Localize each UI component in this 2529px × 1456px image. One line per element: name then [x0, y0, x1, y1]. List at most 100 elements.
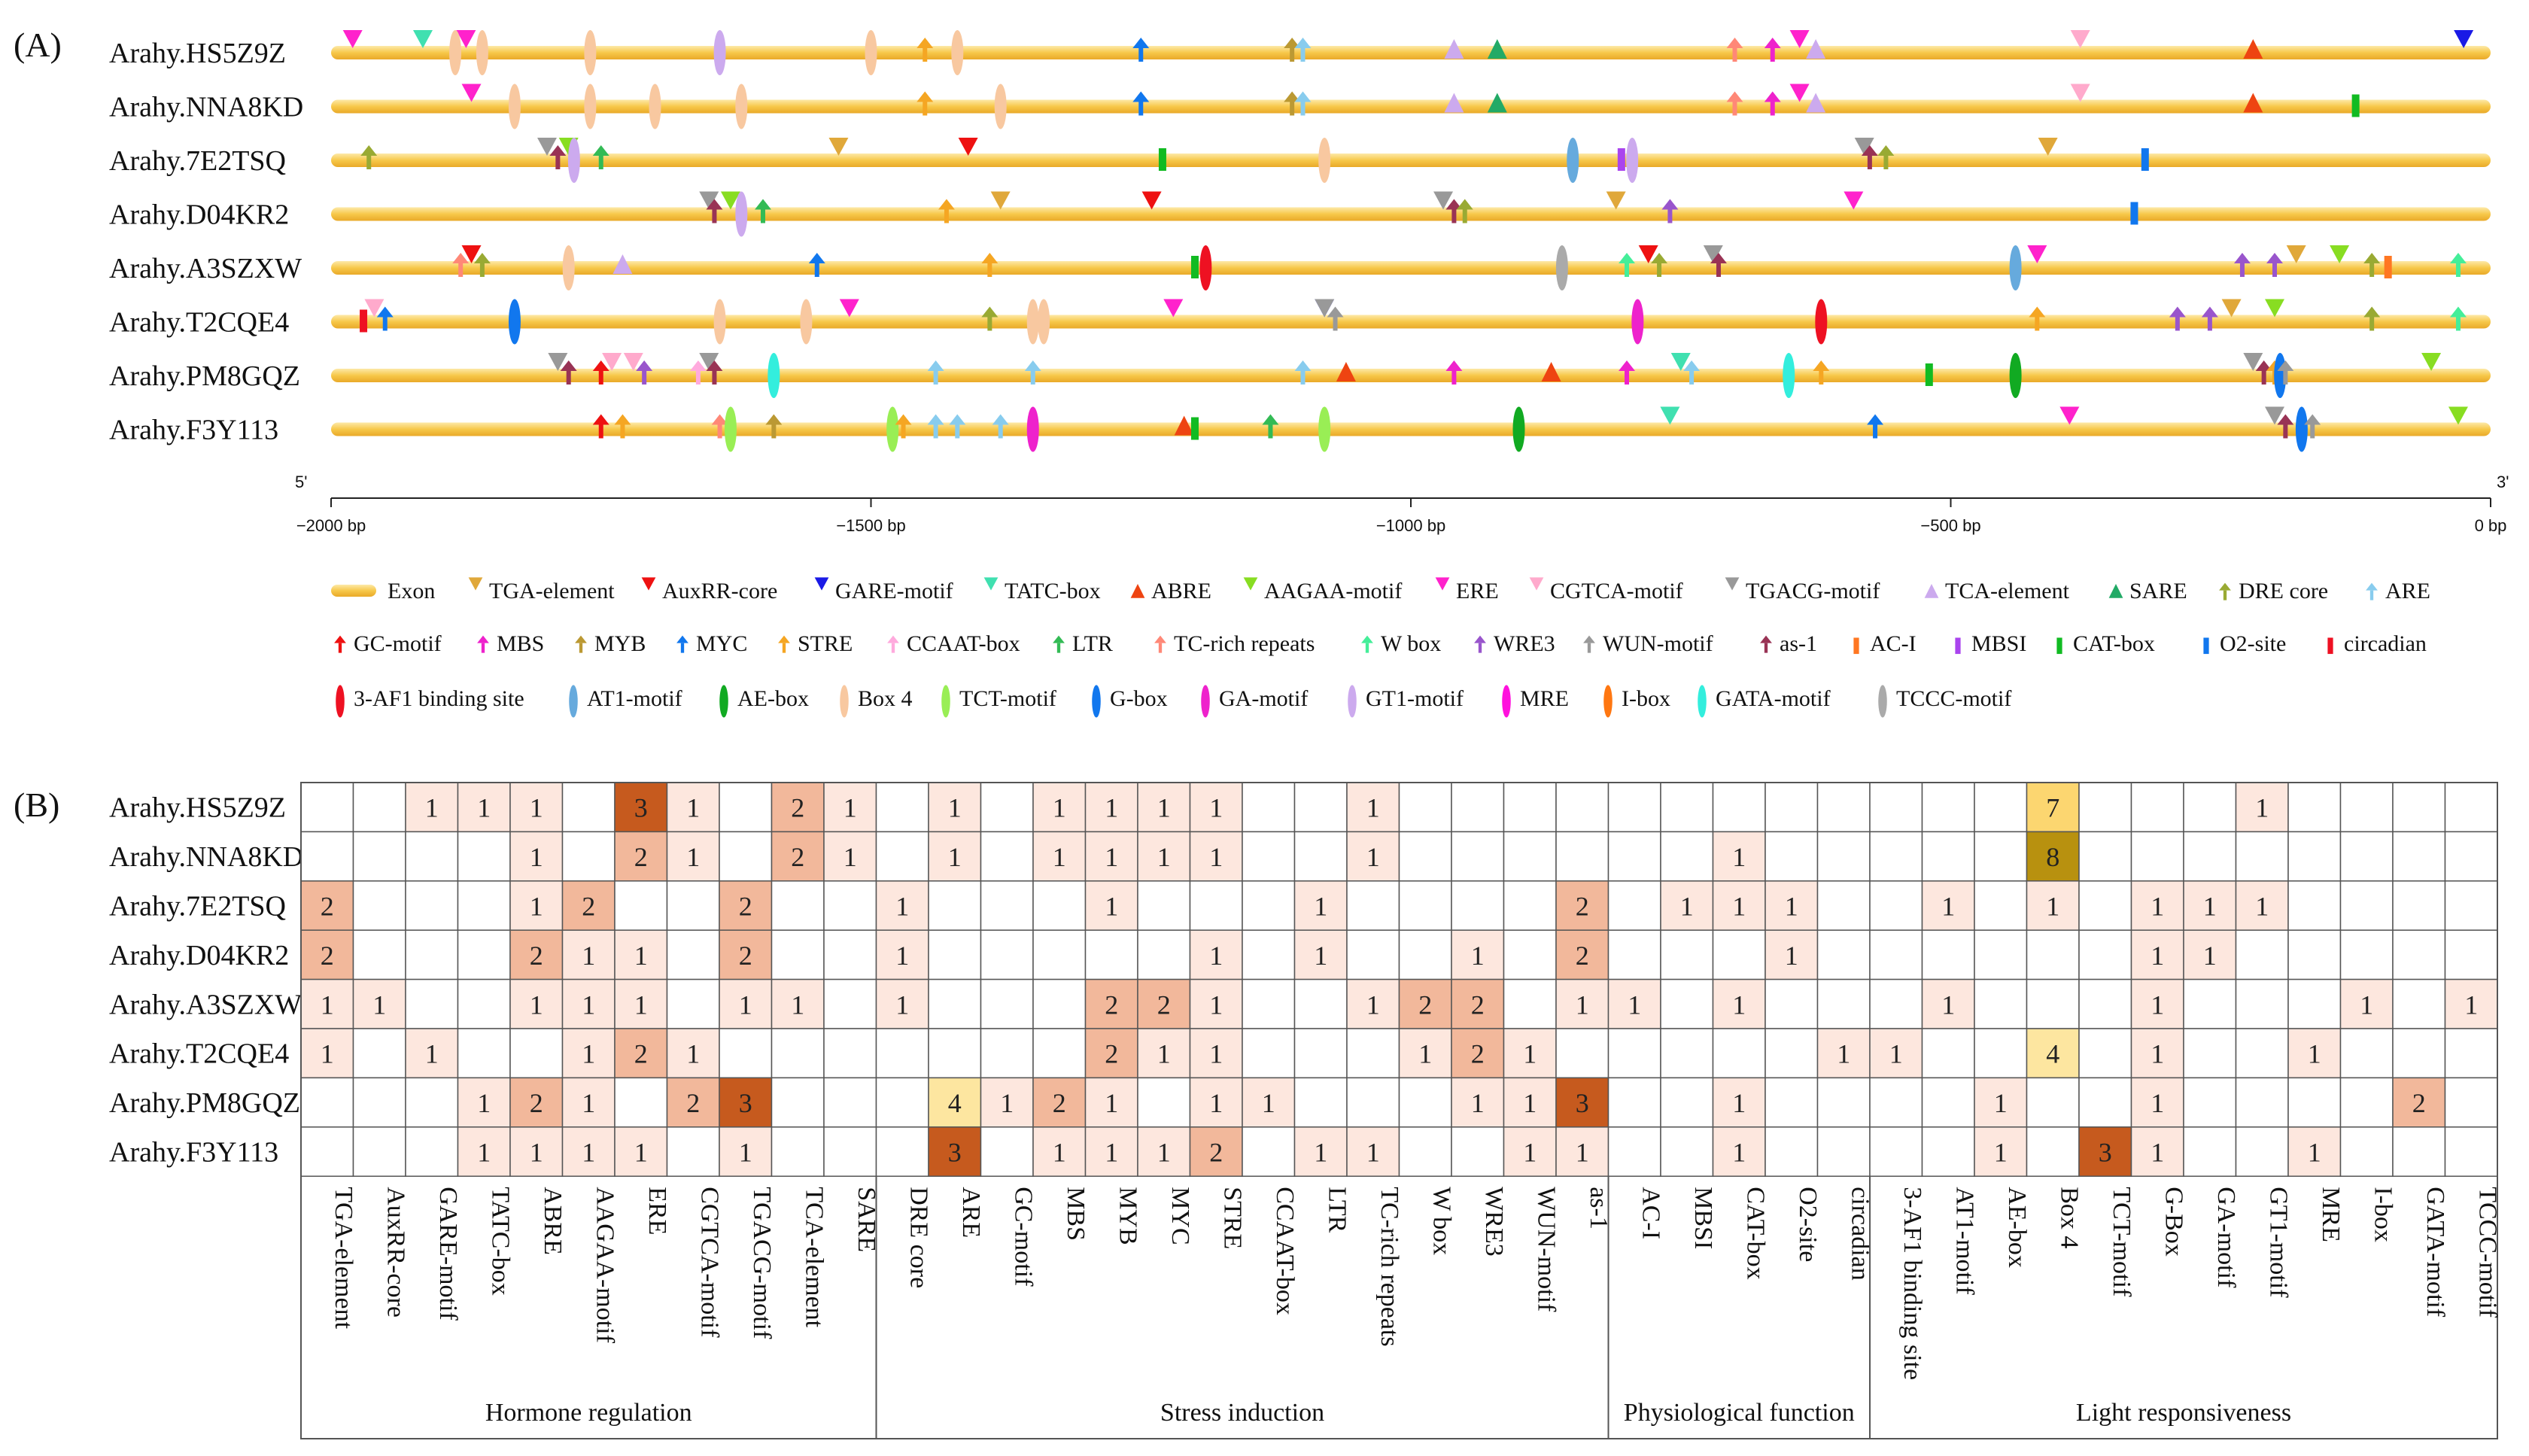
cell-value: 8 — [2046, 842, 2059, 872]
heatmap-cell — [1974, 978, 2028, 1029]
row-label: Arahy.F3Y113 — [109, 1137, 278, 1169]
legend-label: GARE-motif — [835, 579, 953, 603]
heatmap-cell — [1869, 1126, 1923, 1177]
heatmap-cell — [1137, 929, 1191, 980]
legend-item: as-1 — [1760, 631, 1817, 656]
element-gt1-motif — [713, 30, 726, 75]
legend-swatch — [887, 635, 899, 653]
cell-value: 1 — [582, 1039, 595, 1069]
exon-bar — [331, 422, 2491, 436]
heatmap-cell — [823, 880, 877, 931]
heatmap-cell — [1084, 1077, 1138, 1128]
cell-value: 1 — [895, 892, 909, 922]
heatmap-cell — [875, 831, 929, 882]
element-are — [1294, 91, 1312, 116]
cell-value: 2 — [2412, 1088, 2426, 1118]
element-as-1 — [1710, 253, 1727, 277]
cell-value: 1 — [1157, 1138, 1171, 1168]
element-box-4 — [508, 84, 521, 129]
heatmap-cell — [1503, 978, 1557, 1029]
cell-value: 1 — [686, 842, 700, 872]
heatmap-cell — [719, 929, 773, 980]
heatmap-cell — [2235, 1077, 2289, 1128]
legend-item: TCT-motif — [941, 685, 1056, 718]
exon-bar — [331, 261, 2491, 275]
element-tc-rich-repeats — [452, 253, 470, 277]
heatmap-cell — [1765, 978, 1819, 1029]
legend-label: AT1-motif — [587, 686, 682, 711]
legend-swatch — [2056, 637, 2062, 655]
element-are — [1024, 360, 1041, 385]
heatmap-cell — [980, 782, 1034, 833]
cell-value: 2 — [1053, 1088, 1066, 1118]
legend-swatch — [1725, 577, 1740, 591]
element-cgtca-motif — [2070, 30, 2090, 48]
heatmap-cell — [719, 831, 773, 882]
heatmap-cell — [771, 1126, 825, 1177]
element-myc — [1867, 414, 1884, 439]
element-as-1 — [1445, 199, 1463, 223]
legend-label: ARE — [2385, 579, 2430, 603]
heatmap-cell — [2287, 880, 2342, 931]
heatmap-cell — [2339, 831, 2394, 882]
cell-value: 1 — [1314, 941, 1327, 971]
column-label: GATA-motif — [2421, 1187, 2449, 1318]
heatmap-cell — [1293, 880, 1348, 931]
heatmap-cell — [719, 1126, 773, 1177]
heatmap-cell — [875, 880, 929, 931]
column-label: G-Box — [2160, 1187, 2187, 1257]
cell-value: 1 — [530, 1138, 543, 1168]
cell-value: 3 — [948, 1138, 962, 1168]
three-prime-label: 3' — [2497, 473, 2509, 491]
heatmap-cell — [2444, 1126, 2498, 1177]
cell-value: 1 — [530, 989, 543, 1020]
element-gt1-motif — [567, 138, 580, 183]
heatmap-cell — [2078, 1028, 2132, 1079]
heatmap-cell — [1084, 831, 1138, 882]
heatmap-cell — [2130, 1028, 2184, 1079]
heatmap-cell — [561, 1028, 616, 1079]
cell-value: 1 — [1209, 1039, 1223, 1069]
cell-value: 1 — [1000, 1088, 1014, 1118]
element-ere — [1163, 299, 1184, 318]
legend-label: AC-I — [1870, 631, 1917, 656]
column-label: Box 4 — [2055, 1187, 2083, 1248]
gene-label: Arahy.NNA8KD — [109, 92, 303, 123]
row-label: Arahy.D04KR2 — [109, 940, 289, 971]
heatmap-cell — [614, 929, 668, 980]
legend-label: Exon — [388, 579, 435, 603]
legend-label: 3-AF1 binding site — [354, 686, 524, 711]
element-tgacg-motif — [2265, 406, 2284, 425]
heatmap-cell — [457, 978, 511, 1029]
heatmap-cell — [2287, 1126, 2342, 1177]
legend-label: O2-site — [2220, 631, 2286, 656]
heatmap-cell — [823, 831, 877, 882]
legend-item: MBS — [477, 631, 544, 656]
legend-item: ABRE — [1130, 579, 1211, 603]
heatmap-cell — [2287, 978, 2342, 1029]
legend-label: TCT-motif — [959, 686, 1056, 711]
element-mbsi — [1617, 148, 1625, 171]
heatmap-cell — [1451, 1077, 1505, 1128]
element-tga-element — [828, 138, 849, 156]
cell-value: 1 — [2308, 1138, 2321, 1168]
heatmap-cell — [2130, 1077, 2184, 1128]
heatmap-cell — [1346, 880, 1400, 931]
cell-value: 1 — [582, 1138, 595, 1168]
heatmap-cell — [300, 831, 354, 882]
element-myc — [376, 306, 394, 331]
heatmap-cell — [2392, 782, 2446, 833]
legend-swatch — [1474, 635, 1486, 653]
element-stre — [916, 91, 934, 116]
heatmap-cell — [2026, 978, 2080, 1029]
element-gata-motif — [768, 353, 780, 398]
heatmap-cell — [1765, 1077, 1819, 1128]
element-sare — [1487, 93, 1507, 113]
heatmap-cell — [980, 1126, 1034, 1177]
heatmap-cell — [1712, 782, 1766, 833]
legend-swatch — [2327, 637, 2333, 655]
heatmap-cell — [1555, 880, 1610, 931]
heatmap-cell — [1189, 1126, 1243, 1177]
element-as-1 — [549, 145, 567, 169]
